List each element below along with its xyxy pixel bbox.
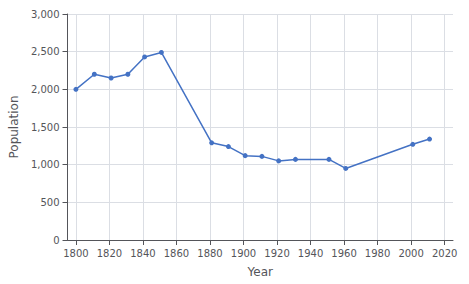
svg-text:1920: 1920 [264,248,289,259]
svg-text:1,000: 1,000 [31,159,60,170]
svg-text:1860: 1860 [164,248,189,259]
svg-text:1880: 1880 [197,248,222,259]
svg-text:1800: 1800 [63,248,88,259]
svg-text:500: 500 [40,197,59,208]
svg-text:Year: Year [247,265,273,279]
svg-text:1940: 1940 [298,248,323,259]
svg-text:2000: 2000 [398,248,423,259]
svg-text:1,500: 1,500 [31,122,60,133]
svg-text:1900: 1900 [231,248,256,259]
svg-text:2,500: 2,500 [31,46,60,57]
svg-text:1960: 1960 [331,248,356,259]
svg-text:2020: 2020 [432,248,457,259]
svg-text:2,000: 2,000 [31,84,60,95]
svg-text:0: 0 [53,235,59,246]
svg-text:1840: 1840 [130,248,155,259]
svg-text:1980: 1980 [365,248,390,259]
svg-text:Population: Population [7,95,21,158]
svg-text:3,000: 3,000 [31,9,60,20]
svg-text:1820: 1820 [97,248,122,259]
